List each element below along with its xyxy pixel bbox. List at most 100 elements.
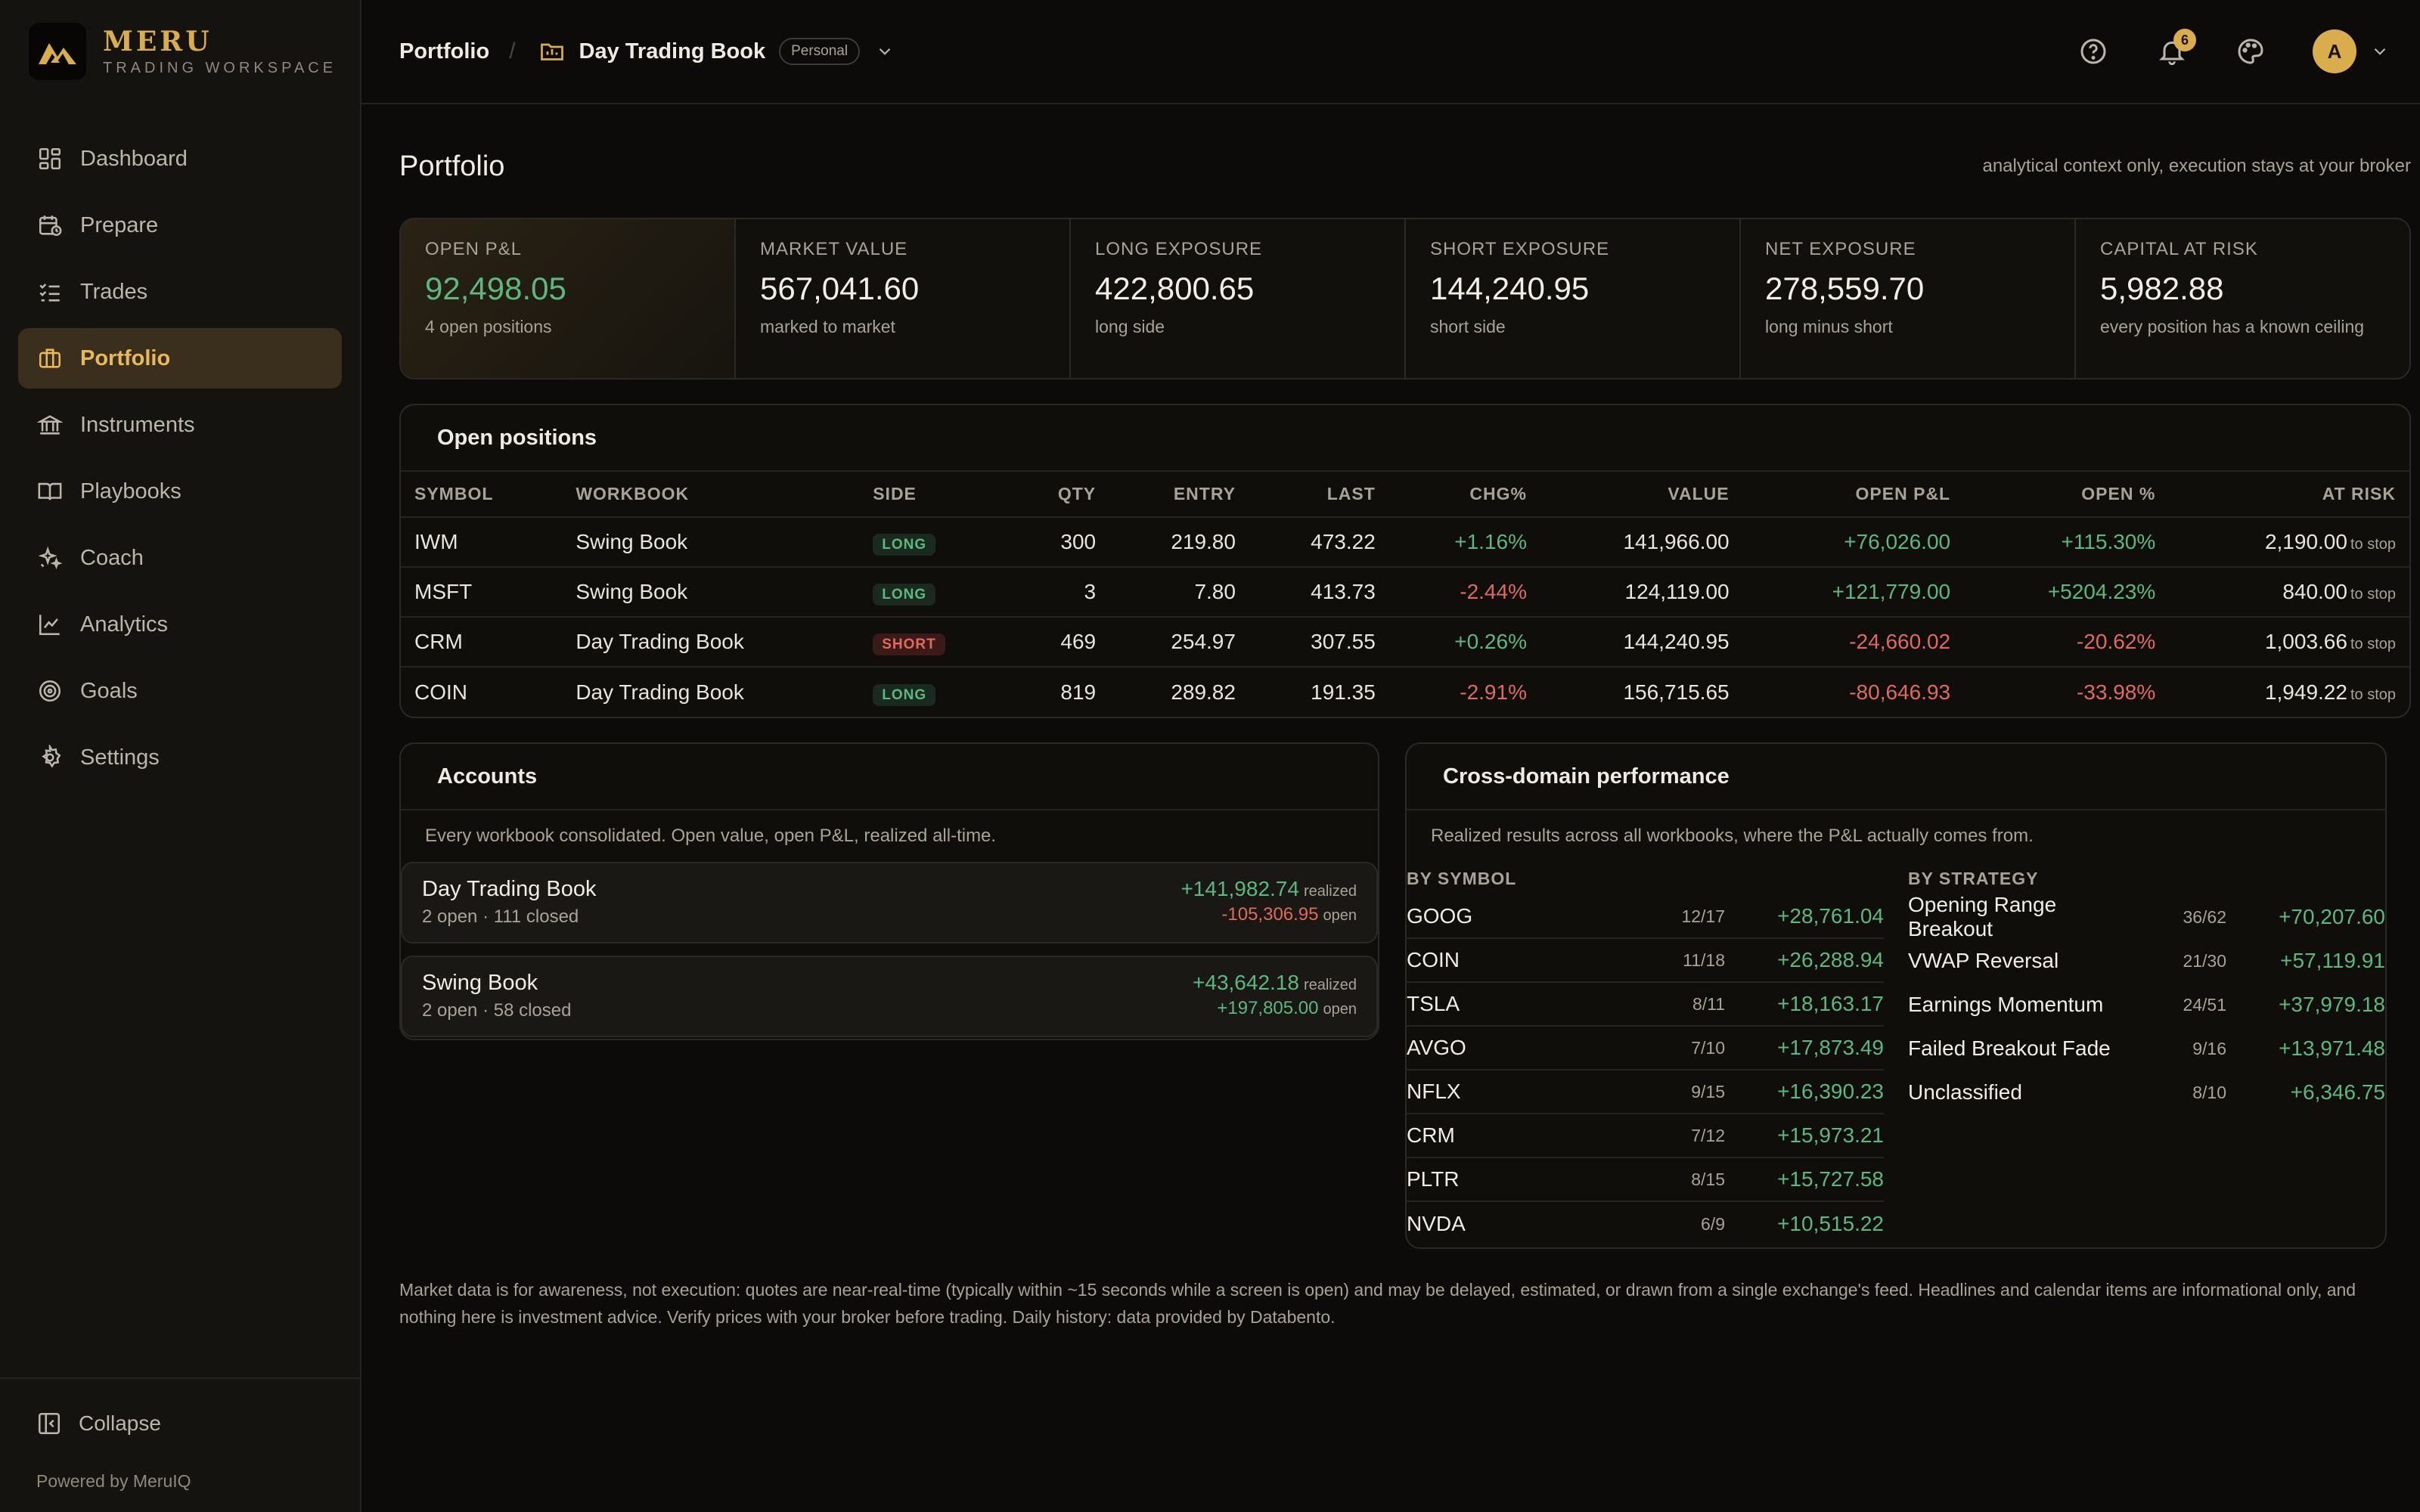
brand[interactable]: MERU TRADING WORKSPACE <box>0 0 360 103</box>
column-header[interactable]: VALUE <box>1540 472 1743 518</box>
column-header[interactable]: ENTRY <box>1109 472 1249 518</box>
list-item[interactable]: TSLA 8/11 +18,163.17 <box>1407 983 1884 1027</box>
column-header[interactable]: WORKBOOK <box>562 472 860 518</box>
column-header[interactable]: QTY <box>1010 472 1110 518</box>
kpi-sub: short side <box>1430 317 1506 336</box>
last-cell: 307.55 <box>1249 617 1389 668</box>
sidebar-item-settings[interactable]: Settings <box>18 727 342 788</box>
sidebar-item-label: Settings <box>80 745 160 770</box>
sidebar-item-playbooks[interactable]: Playbooks <box>18 461 342 522</box>
risk-value: 2,190.00 <box>2264 530 2347 553</box>
calendar-clock-icon <box>36 212 64 239</box>
pct-cell: -33.98% <box>2076 680 2156 704</box>
table-row[interactable]: COIN Day Trading Book LONG 819 289.82 19… <box>401 667 2409 717</box>
account-name: Day Trading Book <box>422 877 597 901</box>
column-header[interactable]: CHG% <box>1388 472 1540 518</box>
list-item[interactable]: Earnings Momentum 24/51 +37,979.18 <box>1908 983 2385 1027</box>
workbook-icon <box>540 43 563 60</box>
briefcase-icon <box>36 345 64 372</box>
by-symbol-list: BY SYMBOL GOOG 12/17 +28,761.04 COIN 11/18 +… <box>1407 862 1884 1246</box>
item-value: +17,873.49 <box>1777 1036 1884 1059</box>
sidebar-item-coach[interactable]: Coach <box>18 528 342 588</box>
list-item[interactable]: Failed Breakout Fade 9/16 +13,971.48 <box>1908 1027 2385 1070</box>
list-item[interactable]: GOOG 12/17 +28,761.04 <box>1407 895 1884 939</box>
entry-cell: 7.80 <box>1109 567 1249 618</box>
side-badge: SHORT <box>873 634 945 655</box>
item-name: COIN <box>1407 948 1460 971</box>
list-item[interactable]: PLTR 8/15 +15,727.58 <box>1407 1158 1884 1202</box>
notifications-button[interactable]: 6 <box>2157 29 2196 67</box>
column-header[interactable]: OPEN % <box>1964 472 2170 518</box>
workbook-name: Day Trading Book <box>579 39 766 64</box>
realized-tag: realized <box>1303 977 1357 993</box>
last-cell: 191.35 <box>1311 680 1376 704</box>
column-header[interactable]: SYMBOL <box>401 472 563 518</box>
gear-icon <box>36 744 64 771</box>
item-value: +28,761.04 <box>1777 904 1884 928</box>
account-name: Swing Book <box>422 971 538 995</box>
sidebar-footer: Collapse Powered by MeruIQ <box>0 1377 360 1512</box>
by-strategy-list: BY STRATEGY Opening Range Breakout 36/62 +… <box>1908 862 2385 1246</box>
item-name: CRM <box>1407 1123 1455 1147</box>
list-item[interactable]: COIN 11/18 +26,288.94 <box>1407 939 1884 983</box>
value-cell: 144,240.95 <box>1540 617 1743 668</box>
item-record: 8/11 <box>1692 993 1725 1014</box>
list-item[interactable]: Unclassified 8/10 +6,346.75 <box>1908 1070 2385 1114</box>
sidebar-item-analytics[interactable]: Analytics <box>18 594 342 655</box>
sidebar-item-goals[interactable]: Goals <box>18 661 342 721</box>
table-row[interactable]: CRM Day Trading Book SHORT 469 254.97 30… <box>401 617 2409 668</box>
list-item[interactable]: Opening Range Breakout 36/62 +70,207.60 <box>1908 893 2385 940</box>
theme-button[interactable] <box>2235 36 2266 67</box>
help-button[interactable] <box>2078 36 2108 67</box>
avatar[interactable]: A <box>2313 29 2356 73</box>
list-item[interactable]: CRM 7/12 +15,973.21 <box>1407 1114 1884 1158</box>
symbol-cell: CRM <box>401 617 563 668</box>
value-cell: 141,966.00 <box>1540 517 1743 568</box>
side-badge: LONG <box>873 683 936 706</box>
table-row[interactable]: IWM Swing Book LONG 300 219.80 473.22 +1… <box>401 517 2409 568</box>
entry-cell: 219.80 <box>1109 517 1249 568</box>
account-card-day-trading-book[interactable]: Day Trading Book 2 open · 111 closed +14… <box>401 862 1378 943</box>
item-value: +37,979.18 <box>2279 993 2385 1016</box>
kpi-label: OPEN P&L <box>425 239 523 259</box>
chg-cell: +1.16% <box>1388 517 1540 568</box>
sidebar-item-dashboard[interactable]: Dashboard <box>18 129 342 189</box>
chg-cell: -2.44% <box>1388 567 1540 618</box>
column-header[interactable]: SIDE <box>859 472 1011 518</box>
workbook-tag: Personal <box>779 38 861 65</box>
risk-cell: 1,003.66 to stop <box>2169 617 2409 668</box>
table-row[interactable]: MSFT Swing Book LONG 3 7.80 413.73 -2.44… <box>401 567 2409 618</box>
pct-cell: -20.62% <box>1964 617 2170 668</box>
item-value: +6,346.75 <box>2290 1080 2385 1104</box>
sidebar-item-portfolio[interactable]: Portfolio <box>18 328 342 389</box>
last-cell: 473.22 <box>1249 517 1389 568</box>
account-card-swing-book[interactable]: Swing Book 2 open · 58 closed +43,642.18… <box>401 956 1378 1037</box>
list-item[interactable]: NVDA 6/9 +10,515.22 <box>1407 1202 1884 1246</box>
item-name: TSLA <box>1407 992 1460 1015</box>
kpi-sub: every position has a known ceiling <box>2100 317 2365 336</box>
account-open: -105,306.95 <box>1221 904 1319 925</box>
workbook-selector[interactable]: Day Trading Book Personal <box>538 38 895 65</box>
collapse-button[interactable]: Collapse <box>36 1411 324 1436</box>
item-record: 8/15 <box>1691 1169 1725 1189</box>
risk-tag: to stop <box>2350 536 2396 553</box>
column-header[interactable]: OPEN P&L <box>1742 472 1965 518</box>
chevron-down-icon[interactable] <box>2370 42 2390 61</box>
sidebar-item-prepare[interactable]: Prepare <box>18 195 342 256</box>
column-header[interactable]: LAST <box>1249 472 1389 518</box>
symbol-cell: MSFT <box>401 567 563 618</box>
item-name: Failed Breakout Fade <box>1908 1036 2111 1060</box>
column-header[interactable]: AT RISK <box>2169 472 2409 518</box>
kpi-value: 278,559.70 <box>1765 271 1925 306</box>
kpi-market-value: MARKET VALUE 567,041.60 marked to market <box>736 219 1071 378</box>
list-item[interactable]: NFLX 9/15 +16,390.23 <box>1407 1070 1884 1114</box>
sidebar-item-label: Goals <box>80 678 138 703</box>
sidebar-item-label: Coach <box>80 545 144 570</box>
breadcrumb-portfolio[interactable]: Portfolio <box>399 39 490 64</box>
list-item[interactable]: AVGO 7/10 +17,873.49 <box>1407 1027 1884 1070</box>
page-title: Portfolio <box>399 150 505 182</box>
sidebar-item-instruments[interactable]: Instruments <box>18 395 342 455</box>
pnl-cell: +121,779.00 <box>1742 567 1965 618</box>
list-item[interactable]: VWAP Reversal 21/30 +57,119.91 <box>1908 939 2385 983</box>
sidebar-item-trades[interactable]: Trades <box>18 262 342 322</box>
